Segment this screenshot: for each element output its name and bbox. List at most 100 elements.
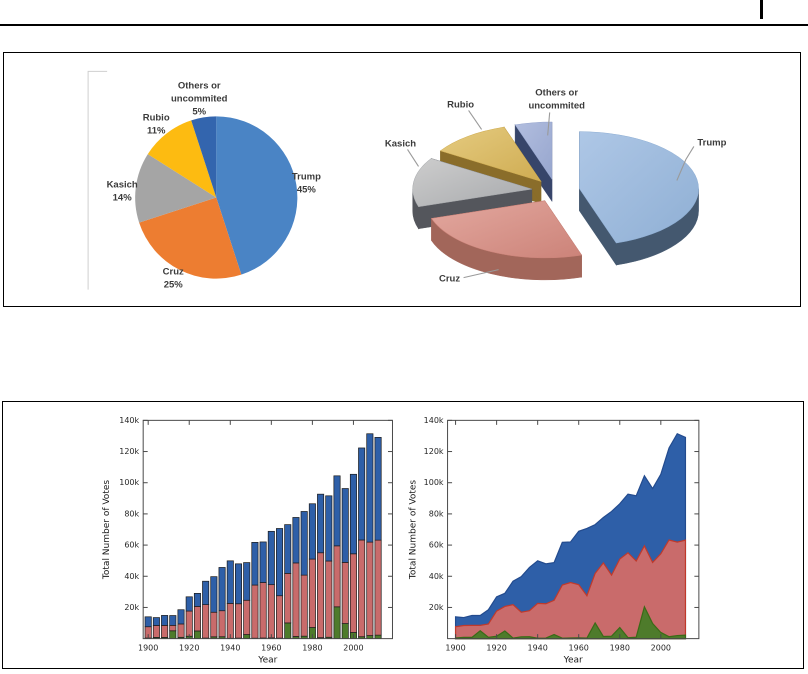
- x-tick-label: 1920: [179, 644, 199, 653]
- area-yaxis-title: Total Number of Votes: [409, 480, 419, 580]
- pie2d-label: 45%: [297, 185, 317, 196]
- bar-1908: [161, 615, 169, 639]
- x-tick-label: 1940: [527, 644, 547, 653]
- bar-1924: [193, 593, 201, 639]
- area-series-red: [454, 539, 687, 640]
- pie-2d: Trump 45% Cruz 25% Kasich 14% Rubio 11% Others o…: [107, 80, 322, 290]
- bar-2004: [358, 447, 366, 639]
- bar-1992: [333, 475, 341, 639]
- pie2d-label: 5%: [192, 106, 206, 117]
- x-tick-label: 1900: [445, 644, 465, 653]
- bar-segment: [243, 599, 251, 635]
- bar-segment: [341, 488, 349, 563]
- bar-segment: [234, 603, 242, 639]
- y-tick-label: 80k: [429, 509, 444, 518]
- pie3d-slice-top: [431, 200, 583, 259]
- bar-2008: [366, 433, 374, 639]
- bar-segment: [218, 567, 226, 612]
- bar-2012: [374, 437, 382, 639]
- bar-segment: [234, 563, 242, 605]
- bar-1912: [169, 615, 177, 639]
- bar-segment: [325, 560, 333, 638]
- y-tick-label: 20k: [124, 603, 139, 612]
- pie2d-label: Cruz: [163, 267, 184, 278]
- pie3d-label: Others or: [535, 87, 578, 98]
- pie3d-label: Kasich: [385, 138, 416, 149]
- bar-segment: [210, 611, 218, 638]
- area-xaxis-title: Year: [563, 656, 583, 666]
- bar-segment: [193, 593, 201, 607]
- bar-segment: [144, 616, 152, 628]
- x-tick-label: 1980: [302, 644, 322, 653]
- bar-segment: [349, 473, 357, 555]
- bar-xaxis-title: Year: [257, 656, 277, 666]
- bar-segment: [358, 447, 366, 541]
- pie3d-slice-trump: [579, 131, 699, 266]
- pie3d-leader-line: [463, 269, 499, 279]
- bar-1964: [276, 528, 284, 639]
- bar-1948: [243, 562, 251, 639]
- pie2d-label: 25%: [164, 280, 184, 291]
- bar-segment: [317, 493, 325, 554]
- bar-segment: [341, 623, 349, 639]
- bar-segment: [152, 617, 160, 626]
- y-tick-label: 120k: [424, 447, 444, 456]
- bar-segment: [325, 495, 333, 562]
- bar-segment: [251, 542, 259, 586]
- bar-segment: [284, 524, 292, 574]
- bar-1932: [210, 576, 218, 639]
- bar-1984: [317, 493, 325, 639]
- bar-1944: [234, 563, 242, 639]
- bar-segment: [374, 634, 382, 639]
- pie3d-label: Cruz: [439, 274, 460, 285]
- bar-segment: [267, 530, 275, 586]
- bar-1916: [177, 609, 185, 639]
- y-tick-label: 100k: [119, 478, 139, 487]
- bar-segment: [317, 552, 325, 639]
- bar-segment: [202, 580, 210, 605]
- bar-segment: [300, 574, 308, 637]
- bar-segment: [226, 560, 234, 604]
- header-rule: [0, 24, 808, 26]
- bar-segment: [366, 541, 374, 636]
- bar-segment: [349, 553, 357, 633]
- bar-1988: [325, 495, 333, 639]
- y-tick-label: 100k: [424, 478, 444, 487]
- bar-segment: [308, 503, 316, 560]
- bar-segment: [185, 596, 193, 612]
- y-tick-label: 40k: [429, 572, 444, 581]
- pie3d-slice-top: [579, 131, 699, 244]
- bar-segment: [251, 584, 259, 639]
- bar-1956: [259, 541, 267, 639]
- vote-charts-canvas: 20k 40k 60k 80k 100k 120k 140k 1900 1920 1940 1960…: [102, 416, 700, 666]
- bar-1904: [152, 617, 160, 639]
- pie2d-slice-others: [191, 116, 217, 198]
- bar-segment: [292, 562, 300, 637]
- x-tick-label: 2000: [651, 644, 671, 653]
- bar-segment: [284, 622, 292, 639]
- pie2d-label: Rubio: [143, 112, 170, 123]
- pie2d-slice-rubio: [147, 120, 217, 198]
- bar-1996: [341, 488, 349, 639]
- y-tick-label: 20k: [429, 603, 444, 612]
- bar-segment: [374, 437, 382, 541]
- bar-segment: [259, 541, 267, 583]
- chart-area-border-artifact: [87, 70, 108, 290]
- bar-2000: [349, 473, 357, 639]
- bar-axes: 20k 40k 60k 80k 100k 120k 140k: [119, 416, 393, 640]
- stacked-bar-chart: 20k 40k 60k 80k 100k 120k 140k 1900 1920 1940 1960…: [102, 416, 393, 666]
- area-series-green: [454, 605, 687, 640]
- pie3d-label: Trump: [697, 137, 726, 148]
- bar-1952: [251, 542, 259, 639]
- bar-segment: [374, 539, 382, 636]
- bar-segment: [161, 615, 169, 626]
- pie3d-leader-line: [468, 110, 483, 130]
- bar-1960: [267, 530, 275, 639]
- x-tick-label: 1960: [569, 644, 589, 653]
- bar-segment: [300, 511, 308, 576]
- bar-segment: [284, 573, 292, 624]
- pie3d-slice-top: [514, 121, 553, 180]
- bar-1980: [308, 503, 316, 639]
- bar-segment: [308, 558, 316, 628]
- bar-frame: [142, 419, 393, 640]
